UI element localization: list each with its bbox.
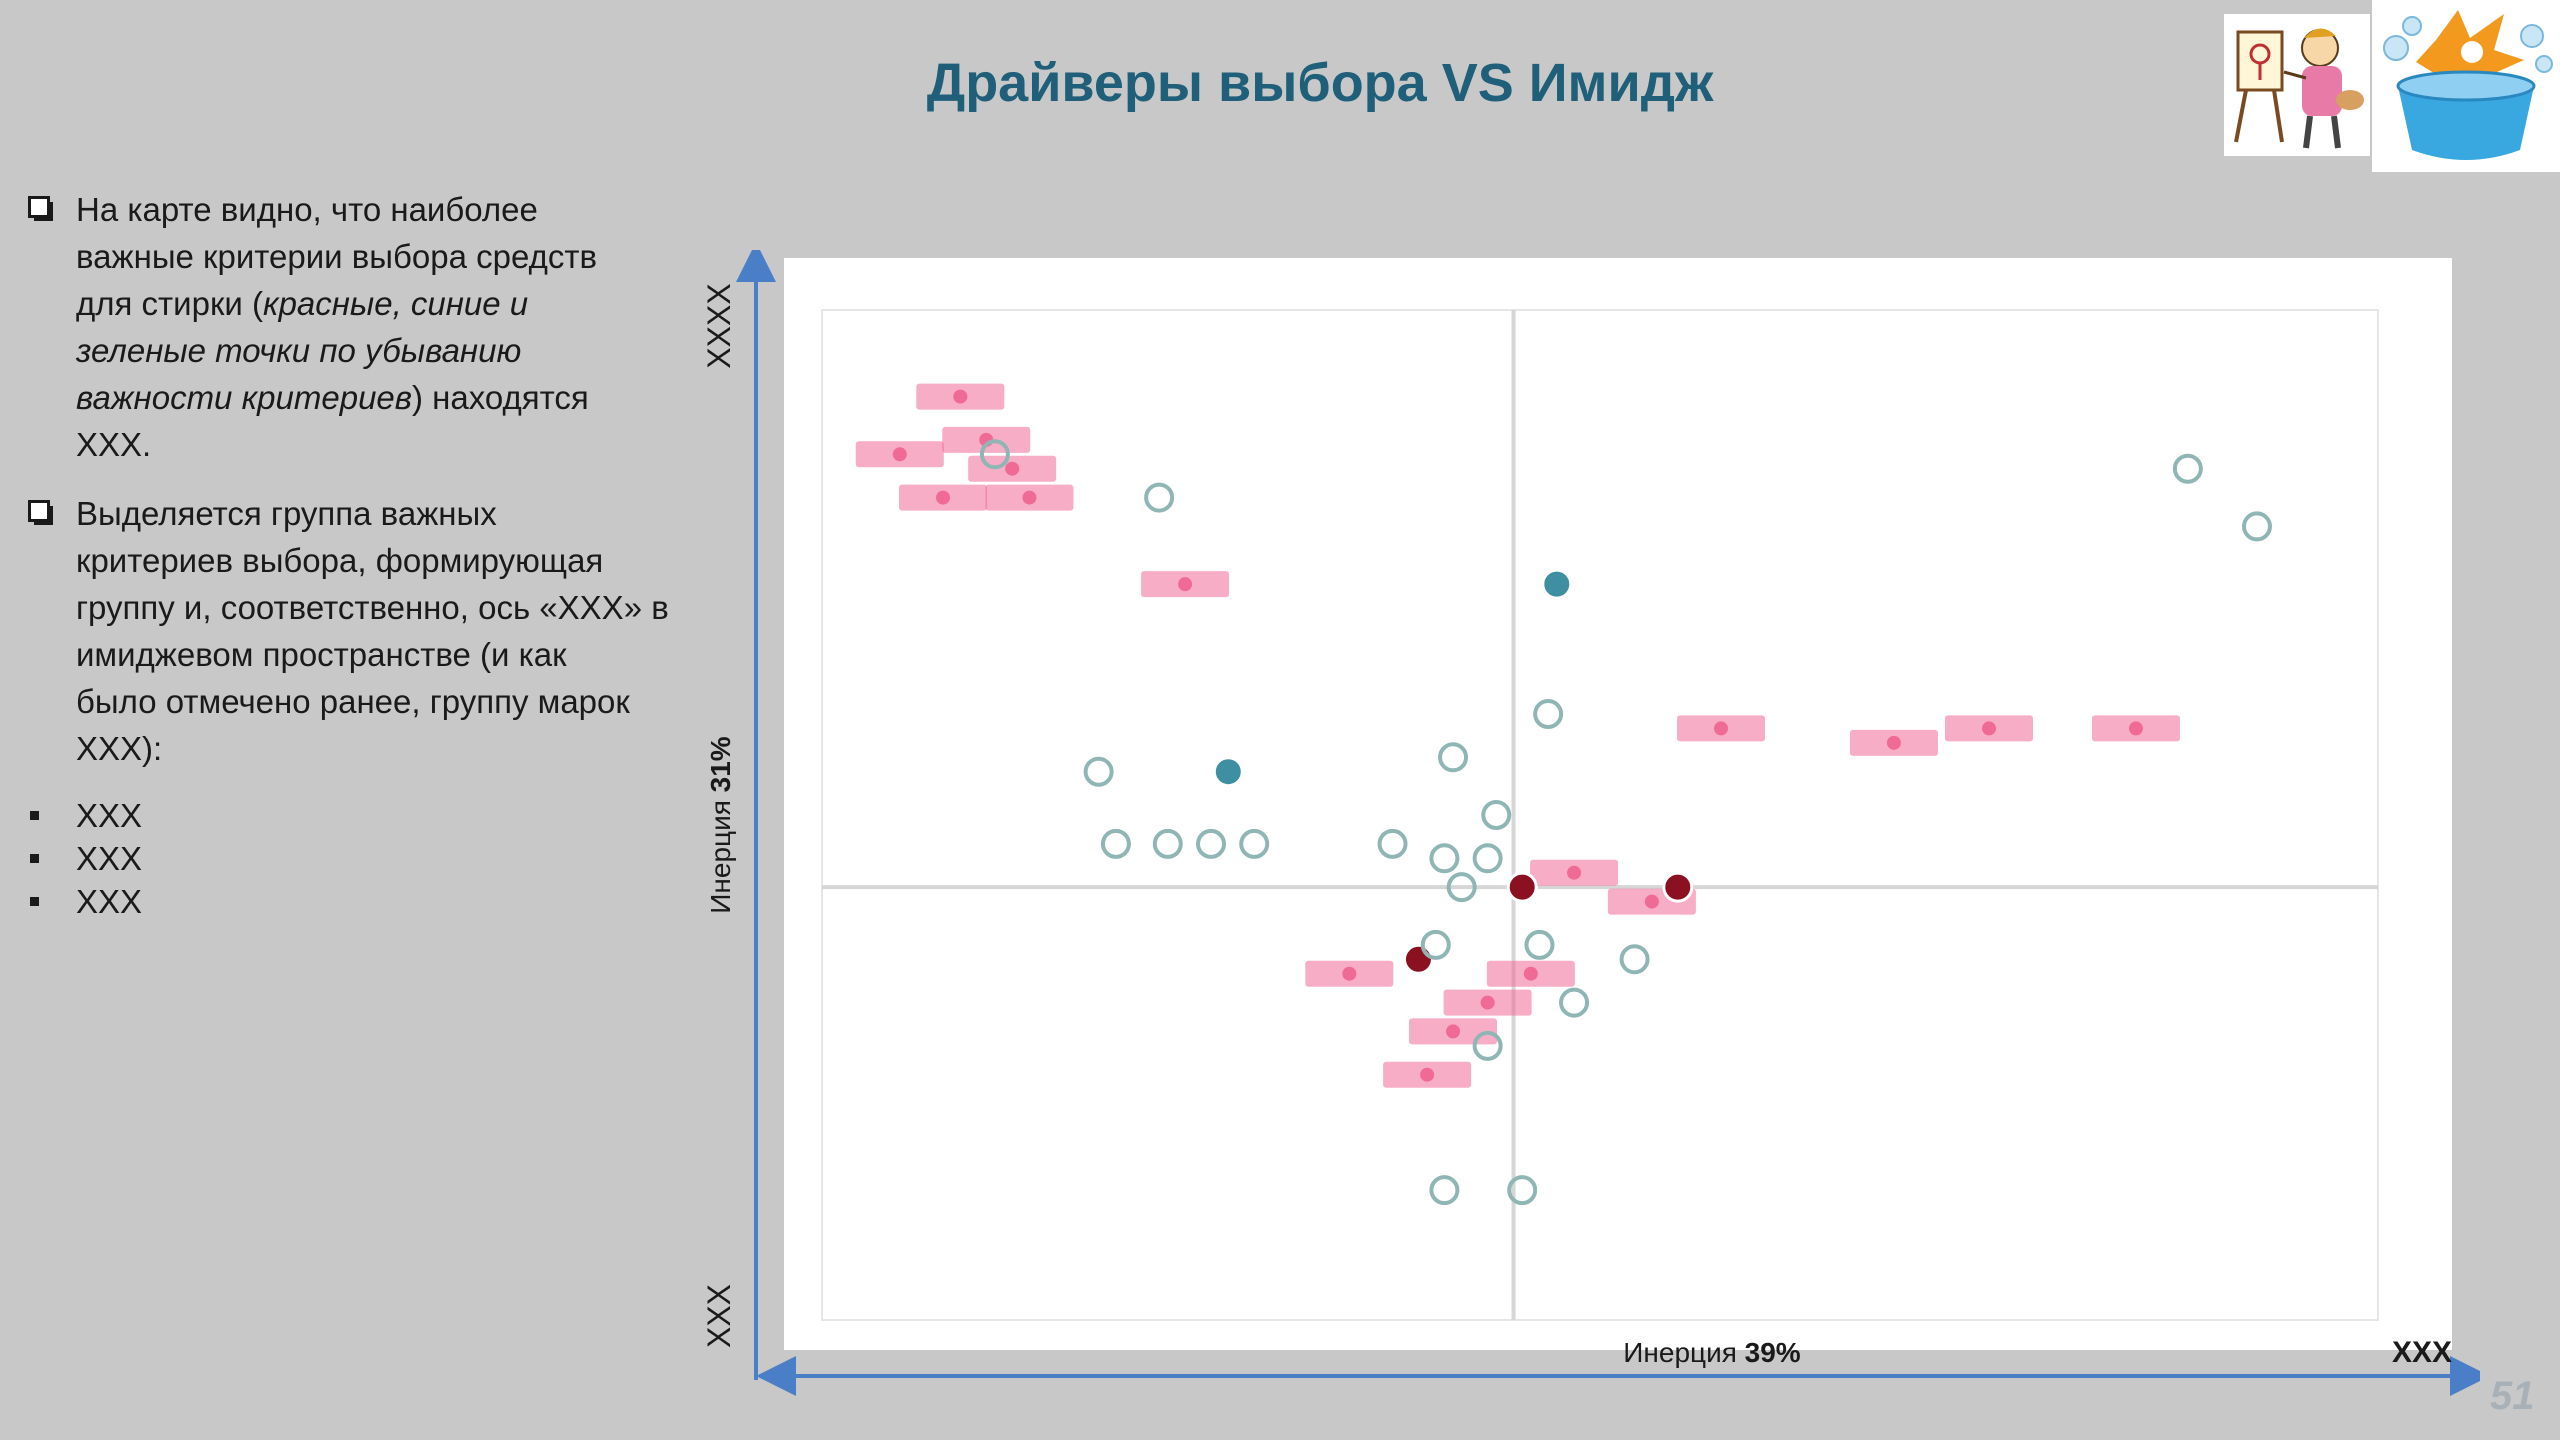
y-axis-bottom-label: XXX (701, 1284, 737, 1348)
brand-point (1644, 894, 1659, 909)
attribute-point (1533, 699, 1564, 729)
attribute-point (1429, 843, 1460, 874)
brand-point (1446, 1024, 1461, 1039)
bullet-line: важности критериев) находятся (76, 374, 714, 421)
square-bullet-icon (30, 897, 39, 906)
sub-item: XXX (24, 880, 714, 923)
slide-title: Драйверы выбора VS Имидж (926, 53, 1714, 113)
square-bullet-icon (30, 811, 39, 820)
bullet-item-2: Выделяется группа важных критериев выбор… (24, 490, 714, 772)
brand-point (1567, 865, 1582, 880)
bullet-line: зеленые точки по убыванию (76, 327, 714, 374)
attribute-point (1619, 944, 1650, 975)
bullet-line: было отмечено ранее, группу марок (76, 683, 630, 720)
checkbox-bullet-icon (28, 196, 53, 221)
bullet-line: Выделяется группа важных (76, 495, 497, 532)
sub-item-label: XXX (76, 883, 143, 920)
page-number: 51 (2490, 1374, 2535, 1418)
attribute-point (1524, 929, 1555, 960)
bullet-line: критериев выбора, формирующая (76, 542, 604, 579)
x-inertia-label: Инерция 39% (1623, 1337, 1801, 1368)
x-axis-right-label: XXX (2392, 1336, 2452, 1369)
bullet-text: ) находятся (412, 379, 589, 416)
attribute-point (1420, 929, 1451, 960)
bullet-text: для стирки ( (76, 285, 263, 322)
bullet-line: XXX. (76, 426, 152, 463)
brand-point (1178, 577, 1193, 592)
perceptual-map: XXXX XXX Инерция 31% Инерция 39% XXX (700, 242, 2490, 1400)
brand-point (1886, 735, 1901, 750)
attribute-point (1429, 1175, 1460, 1206)
attribute-point (1438, 742, 1469, 773)
square-bullet-icon (30, 854, 39, 863)
bullet-list: На карте видно, что наиболее важные крит… (24, 186, 714, 923)
y-inertia-label: Инерция 31% (705, 736, 736, 914)
brand-point (1480, 995, 1495, 1010)
attribute-point (979, 439, 1010, 470)
x-inertia-text: Инерция (1623, 1337, 1744, 1368)
attribute-point (2241, 511, 2272, 542)
x-inertia-value: 39% (1745, 1337, 1801, 1368)
attribute-point (1152, 828, 1183, 859)
brand-point (2128, 721, 2143, 736)
driver-point (1212, 756, 1244, 788)
bullet-line: группу и, соответственно, ось «XXX» в (76, 589, 669, 626)
bullet-line: важные критерии выбора средств (76, 238, 598, 275)
sub-item: XXX (24, 837, 714, 880)
attribute-point (1083, 756, 1114, 787)
sub-item-label: XXX (76, 840, 143, 877)
points-layer (855, 383, 2272, 1206)
attribute-point (1507, 1175, 1538, 1206)
attribute-point (1472, 843, 1503, 874)
bullet-line: XXX): (76, 730, 163, 767)
y-inertia-value: 31% (705, 736, 736, 792)
brand-point (1982, 721, 1996, 736)
y-inertia-text: Инерция (705, 792, 736, 913)
driver-point (1506, 871, 1538, 903)
bullet-line: для стирки (красные, синие и (76, 280, 714, 327)
brand-point (1420, 1067, 1435, 1082)
wash-logo (2372, 0, 2560, 172)
attribute-point (1100, 828, 1131, 859)
plot-background (784, 258, 2452, 1350)
brand-point (1005, 461, 1020, 476)
attribute-point (1377, 828, 1408, 859)
brand-point (892, 447, 907, 462)
driver-point (1541, 568, 1573, 600)
plot-frame (821, 309, 2379, 1321)
attribute-point (1559, 987, 1590, 1018)
attribute-point (1196, 828, 1226, 859)
brand-point (936, 490, 951, 505)
perceptual-map-svg: XXXX XXX Инерция 31% Инерция 39% XXX (701, 242, 2490, 1396)
brand-point (1022, 490, 1037, 505)
bullet-item-1: На карте видно, что наиболее важные крит… (24, 186, 714, 468)
sub-item-label: XXX (76, 797, 143, 834)
bullet-line: На карте видно, что наиболее (76, 191, 538, 228)
sub-item: XXX (24, 794, 714, 837)
attribute-point (1481, 800, 1512, 830)
brand-point (1714, 721, 1729, 736)
bullet-line: имиджевом пространстве (и как (76, 636, 567, 673)
driver-point (1402, 943, 1434, 975)
checkbox-bullet-icon (28, 500, 53, 525)
driver-point (1662, 871, 1694, 903)
bullet-italic-text: важности критериев (76, 379, 412, 416)
washing-basin-icon (2383, 10, 2553, 160)
attribute-point (1446, 872, 1477, 903)
attribute-point (1239, 828, 1270, 859)
brand-point (953, 389, 968, 404)
y-axis-top-label: XXXX (701, 283, 737, 368)
brand-point (1523, 966, 1538, 981)
brand-point (1342, 966, 1357, 981)
painter-logo (2224, 14, 2370, 156)
grid-lines (822, 310, 2378, 1320)
attribute-point (1472, 1030, 1503, 1061)
bullet-italic-text: зеленые точки по убыванию (76, 332, 522, 369)
attribute-point (2172, 453, 2203, 484)
painter-icon (2234, 28, 2364, 149)
bullet-italic-text: красные, синие и (262, 285, 529, 322)
attribute-point (1144, 482, 1175, 513)
